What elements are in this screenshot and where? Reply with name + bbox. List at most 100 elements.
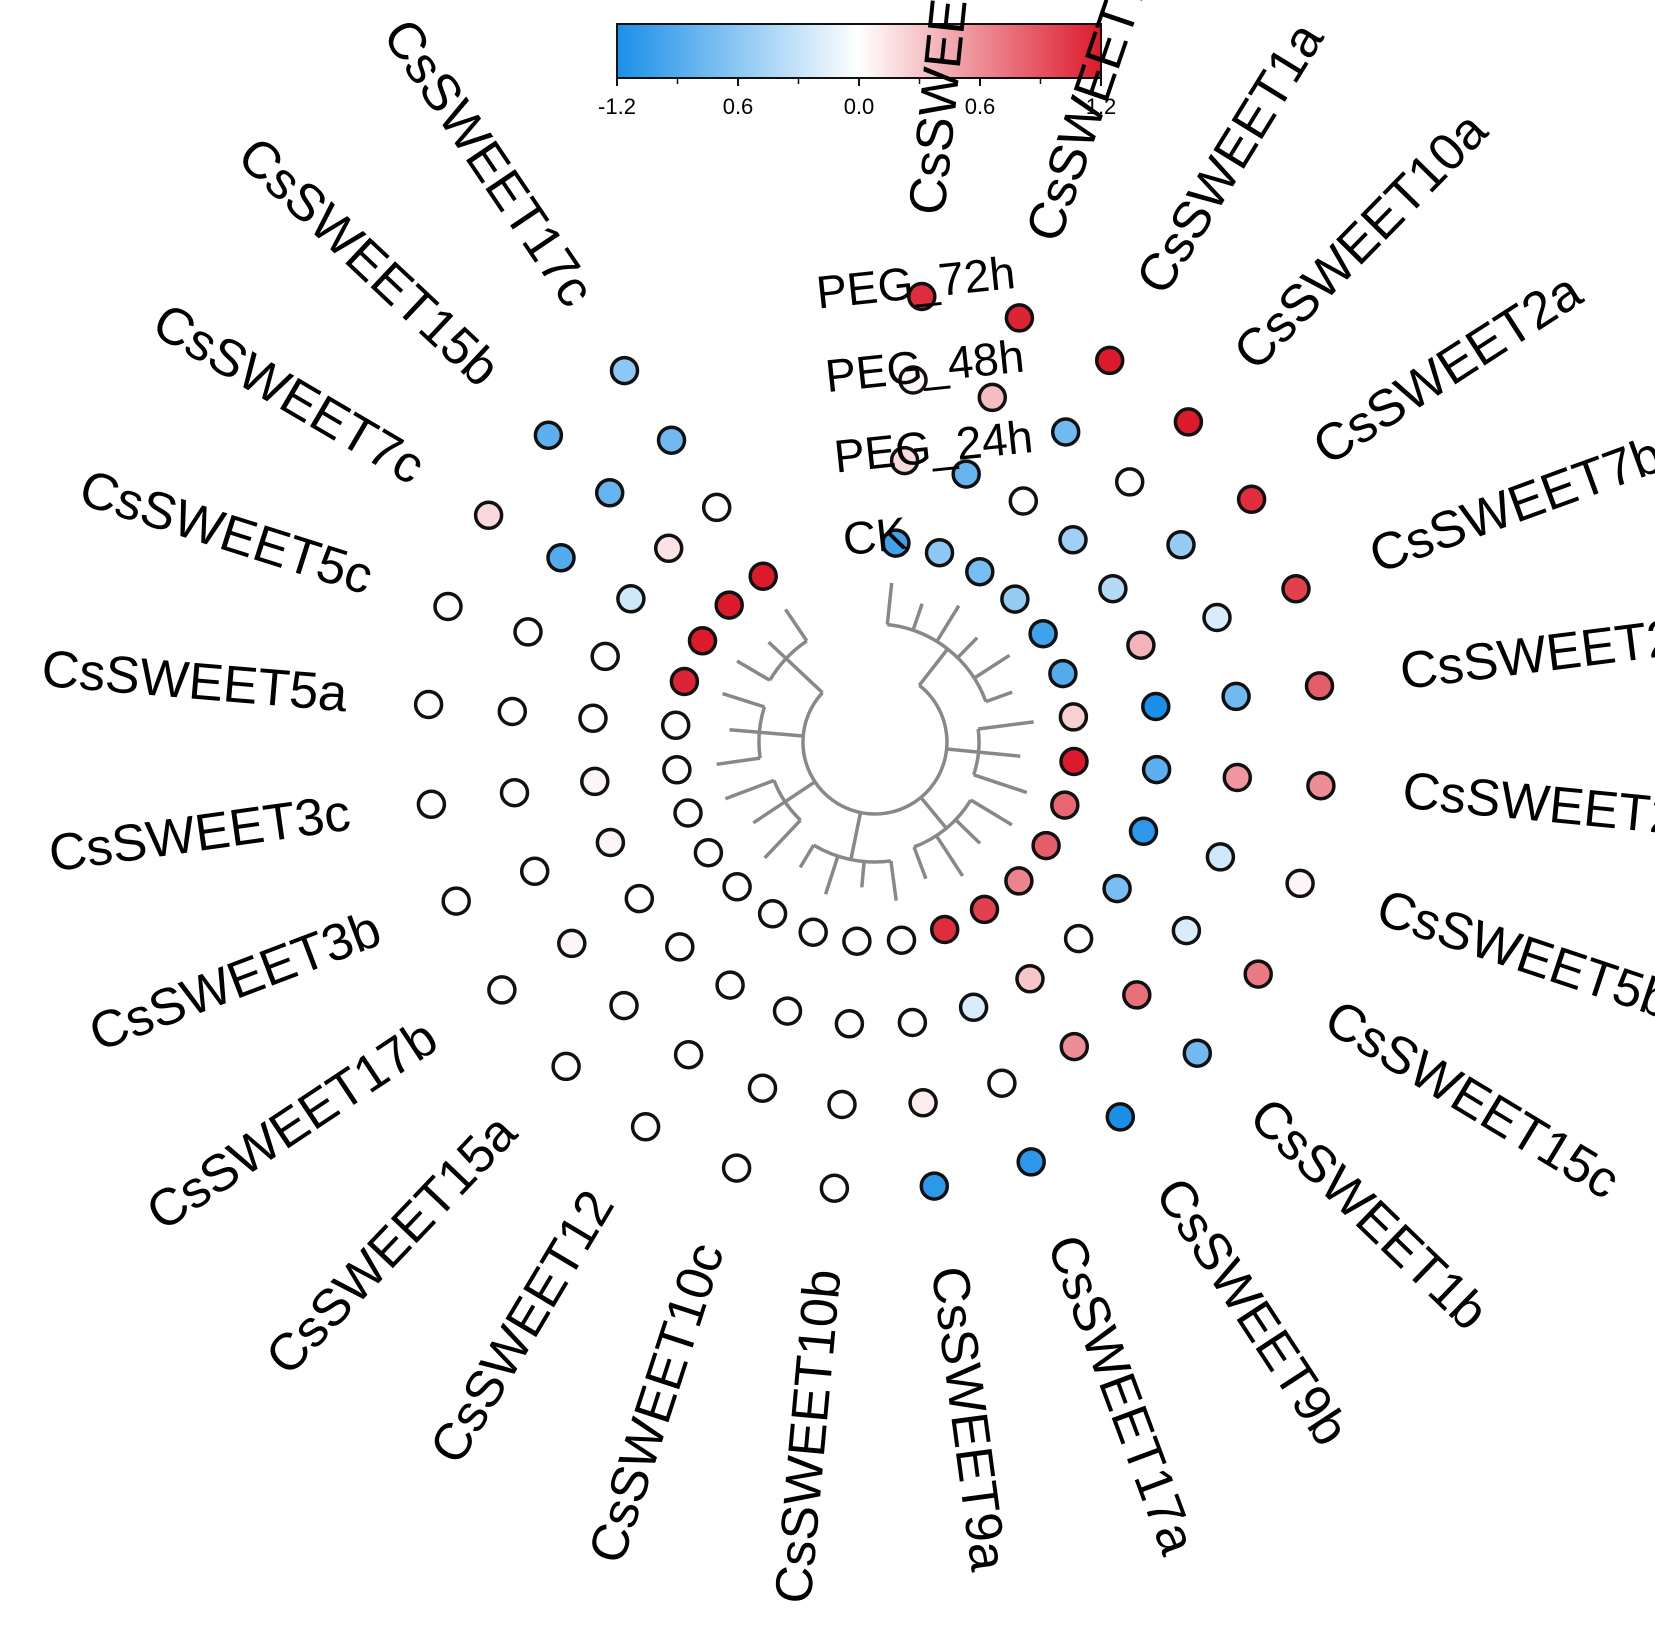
dendrogram-branch [911, 603, 924, 631]
heatmap-cell [1050, 417, 1081, 447]
heatmap-cell [590, 641, 620, 672]
dendrogram-branch [969, 798, 1013, 827]
heatmap-cell [578, 703, 608, 734]
dendrogram-branch [978, 750, 1021, 758]
dendrogram-branch [724, 778, 775, 801]
heatmap-cell [499, 777, 530, 808]
dendrogram-branch [784, 657, 824, 694]
dendrogram-branch [823, 855, 840, 895]
dendrogram-branch [752, 800, 786, 825]
dendrogram-branch [972, 728, 981, 776]
dendrogram-branch [917, 647, 949, 687]
colorbar-tick-label: 1.2 [1086, 94, 1117, 119]
heatmap-cell [1141, 691, 1171, 722]
heatmap-cell [497, 696, 528, 727]
heatmap-cell [1105, 1102, 1136, 1132]
dendrogram-branch [729, 728, 760, 735]
heatmap-cell [701, 492, 732, 523]
heatmap-cell [1281, 574, 1311, 604]
heatmap-cell [1114, 467, 1145, 497]
heatmap-cell [580, 766, 610, 797]
heatmap-cell [551, 1051, 581, 1082]
heatmap-cell [413, 689, 444, 720]
gene-label: CsSWEET10c [578, 1236, 736, 1570]
dendrogram-branch [716, 756, 761, 767]
heatmap-cell [1004, 866, 1034, 896]
heatmap-cell [772, 996, 803, 1026]
heatmap-cell [519, 856, 550, 887]
heatmap-cell [1004, 303, 1035, 333]
heatmap-cell [487, 975, 517, 1005]
heatmap-cell [416, 789, 447, 820]
heatmap-cell [656, 425, 687, 455]
gene-label: CsSWEET17a [1036, 1228, 1207, 1562]
heatmap-cell [533, 420, 564, 451]
heatmap-cell [687, 626, 718, 656]
heatmap-cell [660, 710, 691, 741]
dendrogram-branch [721, 691, 765, 709]
dendrogram-branch [946, 747, 979, 754]
heatmap-cell [1050, 790, 1080, 820]
dendrogram-branch [885, 582, 894, 625]
heatmap-cell [987, 1068, 1017, 1098]
gene-label: CsSWEET3c [45, 784, 353, 884]
heatmap-cell [673, 798, 703, 828]
heatmap-cell [977, 382, 1008, 413]
heatmap-cell [1171, 915, 1202, 946]
heatmap-cell [1058, 702, 1089, 732]
dendrogram-branch [759, 730, 804, 738]
heatmap-cell [951, 459, 981, 489]
heatmap-cell [722, 872, 752, 902]
heatmap-cell [1128, 816, 1159, 847]
heatmap-cell [669, 666, 700, 697]
colorbar: -1.2 0.6 0.0 0.6 1.2 [598, 23, 1117, 119]
heatmap-cell [594, 478, 625, 508]
gene-label: CsSWEET9a [920, 1263, 1018, 1574]
heatmap-cell [1031, 830, 1061, 861]
heatmap-cell [842, 926, 872, 956]
gene-label: CsSWEET5c [73, 459, 380, 606]
colorbar-tick-label: 0.0 [844, 94, 875, 119]
dendrogram-branch [985, 690, 1013, 704]
heatmap-cell [715, 970, 745, 1000]
dendrogram-branch [919, 796, 948, 830]
heatmap-cell [513, 617, 543, 647]
heatmap-cell [965, 556, 995, 587]
heatmap-cell [1243, 959, 1273, 989]
heatmap-cell [898, 365, 928, 395]
gene-label: CsSWEET2c [1397, 606, 1655, 702]
heatmap-cell [881, 528, 911, 558]
gene-label: CsSWEET5b [1370, 879, 1655, 1031]
heatmap-cell [819, 1173, 850, 1203]
heatmap-cell [886, 925, 917, 955]
heatmap-cell [1008, 486, 1039, 516]
dendrogram-branch [763, 818, 802, 860]
heatmap-cell [1000, 584, 1030, 614]
heatmap-cell [747, 1073, 778, 1103]
heatmap-cell [757, 899, 788, 929]
dendrogram-branch [935, 604, 961, 643]
heatmap-cell [1304, 671, 1335, 701]
gene-label: CsSWEET10b [764, 1267, 852, 1606]
dendrogram-branch [757, 706, 767, 759]
heatmap-cell [958, 992, 989, 1023]
dendrogram-branch [860, 861, 866, 888]
heatmap-cell [907, 281, 937, 312]
dendrogram [716, 582, 1034, 901]
heatmap-cell [473, 500, 504, 531]
heatmap-cell [1182, 1038, 1213, 1068]
dendrogram-branch [798, 844, 816, 869]
condition-label: PEG_24h [831, 410, 1035, 483]
dendrogram-branch [889, 860, 898, 901]
heatmap-cell [1048, 658, 1078, 689]
dendrogram-branch [934, 834, 965, 877]
dendrogram-branch [784, 780, 816, 804]
heatmap-cell [1063, 923, 1094, 954]
gene-label: CsSWEET7c [143, 292, 434, 496]
dendrogram-branch [767, 640, 788, 660]
condition-label: CK [840, 507, 909, 565]
gene-label: CsSWEET7b [1362, 426, 1655, 585]
dendrogram-branch [849, 812, 863, 860]
heatmap-cell [1059, 746, 1089, 777]
dendrogram-branch [784, 608, 809, 642]
